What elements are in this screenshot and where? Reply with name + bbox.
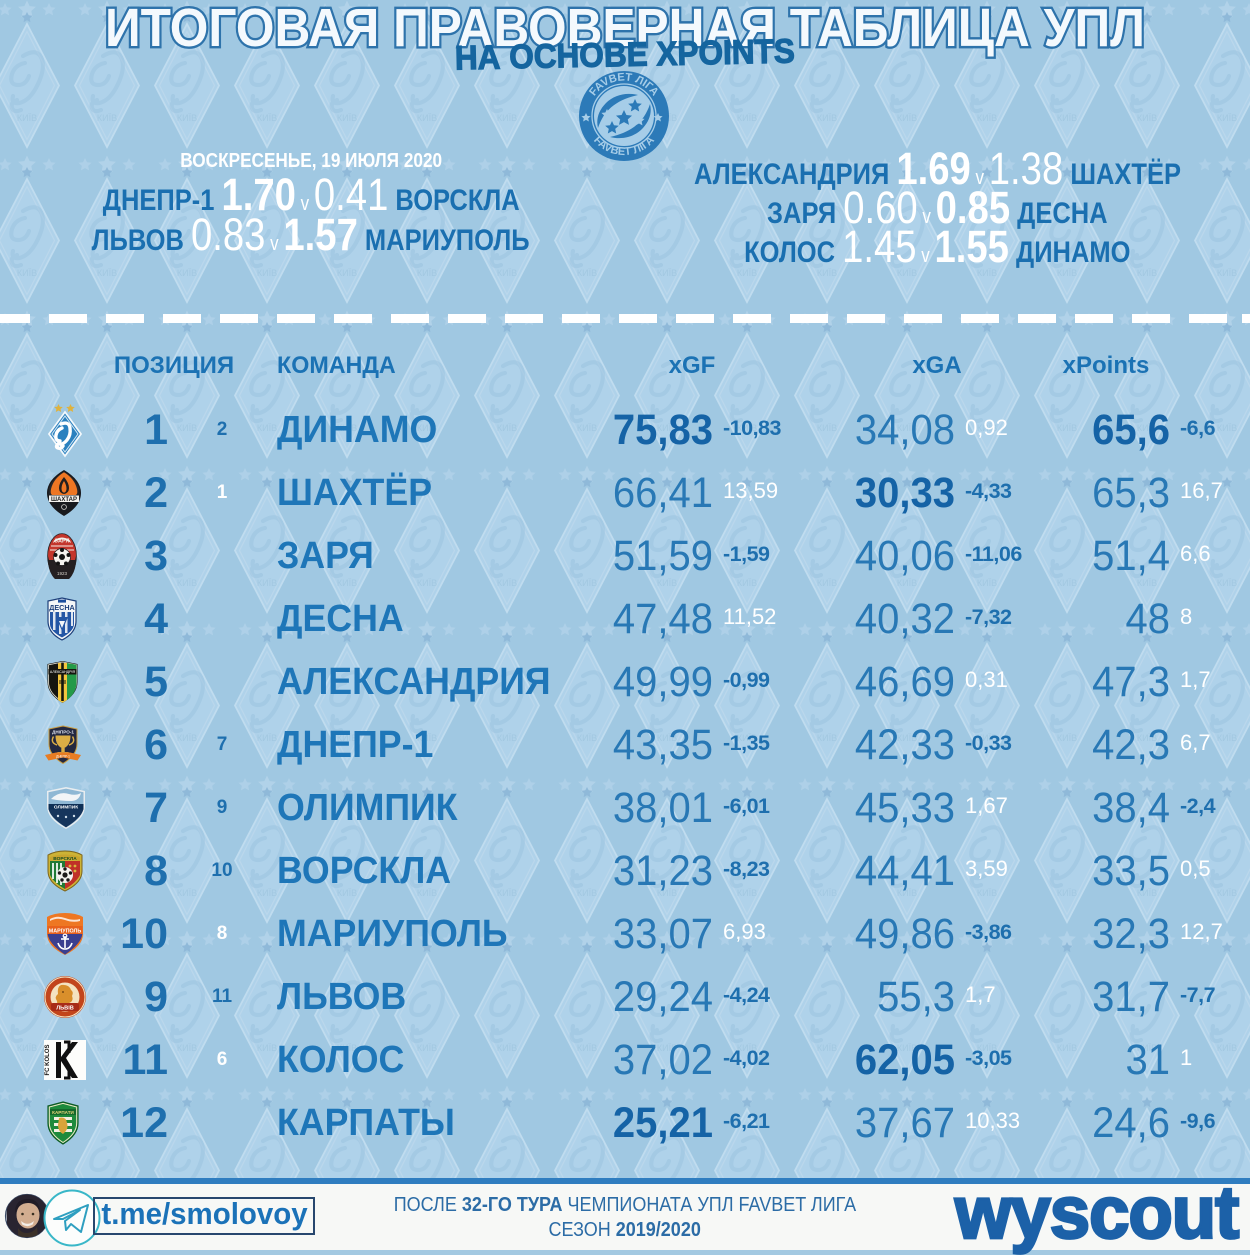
svg-text:АЛЕКСАНДРІЯ: АЛЕКСАНДРІЯ bbox=[50, 670, 76, 674]
svg-text:ОЛИМПИК: ОЛИМПИК bbox=[54, 804, 78, 810]
svg-text:НА ОСНОВЕ XPOINTS: НА ОСНОВЕ XPOINTS bbox=[455, 32, 796, 77]
svg-text:1923: 1923 bbox=[57, 571, 68, 576]
svg-text:ДНЕПР-1: ДНЕПР-1 bbox=[56, 754, 70, 758]
svg-text:ШАХТАР: ШАХТАР bbox=[51, 497, 77, 503]
svg-text:FC KOLOS: FC KOLOS bbox=[45, 1045, 51, 1076]
svg-text:ДНІПРО-1: ДНІПРО-1 bbox=[52, 730, 74, 735]
svg-text:МАРІУПОЛЬ: МАРІУПОЛЬ bbox=[49, 929, 82, 935]
svg-text:ВОРСКЛА: ВОРСКЛА bbox=[53, 856, 77, 862]
svg-text:ДЕСНА: ДЕСНА bbox=[49, 603, 75, 612]
svg-text:ЛЬВІВ: ЛЬВІВ bbox=[56, 1006, 74, 1012]
svg-text:ЗАРЯ: ЗАРЯ bbox=[55, 539, 70, 545]
svg-text:ИТОГОВАЯ ПРАВОВЕРНАЯ ТАБЛИЦА У: ИТОГОВАЯ ПРАВОВЕРНАЯ ТАБЛИЦА УПЛ bbox=[105, 0, 1145, 58]
svg-text:КАРПАТИ: КАРПАТИ bbox=[52, 1110, 74, 1115]
